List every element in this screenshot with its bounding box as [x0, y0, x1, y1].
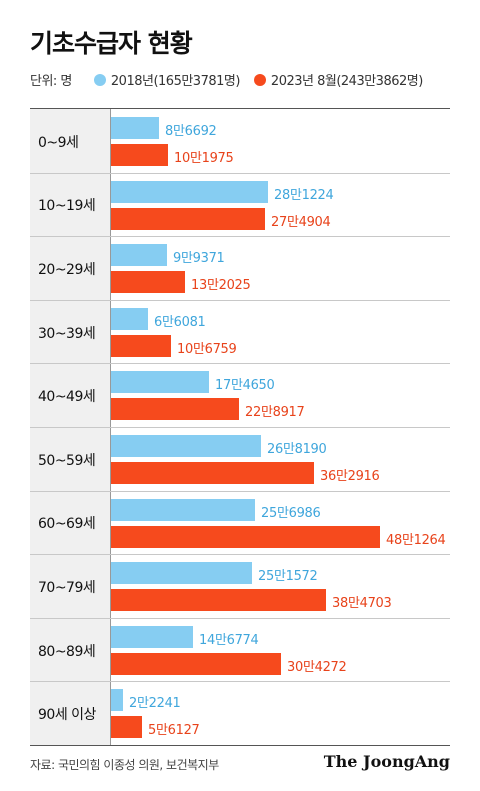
row-separator	[30, 491, 450, 492]
value-label-2018: 8만6692	[165, 124, 217, 139]
row-separator	[30, 681, 450, 682]
value-label-2023: 27만4904	[271, 215, 331, 230]
bar-2023	[111, 589, 326, 611]
bar-2018	[111, 499, 255, 521]
legend-swatch-2023	[253, 73, 266, 86]
brand-logo: The JoongAng	[323, 752, 450, 771]
row-separator	[30, 363, 450, 364]
value-label-2023: 30만4272	[287, 660, 347, 675]
row-separator	[30, 554, 450, 555]
unit-label: 단위: 명	[30, 74, 72, 89]
bar-2023	[111, 462, 314, 484]
value-label-2023: 5만6127	[148, 723, 200, 738]
bar-2018	[111, 308, 148, 330]
bar-2018	[111, 435, 261, 457]
category-label: 60~69세	[38, 516, 96, 532]
value-label-2023: 10만6759	[177, 342, 237, 357]
legend-item-2023: 2023년 8월(243만3862명)	[253, 70, 423, 89]
bar-2018	[111, 244, 167, 266]
category-label: 20~29세	[38, 262, 96, 278]
category-label: 30~39세	[38, 326, 96, 342]
top-rule	[30, 108, 450, 109]
value-label-2018: 25만1572	[258, 569, 318, 584]
bar-2018	[111, 371, 209, 393]
category-label: 70~79세	[38, 580, 96, 596]
value-label-2018: 25만6986	[261, 506, 321, 521]
row-separator	[30, 618, 450, 619]
value-label-2023: 10만1975	[174, 151, 234, 166]
bar-2023	[111, 271, 185, 293]
bar-2023	[111, 144, 168, 166]
value-label-2023: 13만2025	[191, 278, 251, 293]
bar-2023	[111, 526, 380, 548]
row-separator	[30, 236, 450, 237]
value-label-2018: 26만8190	[267, 442, 327, 457]
category-label: 40~49세	[38, 389, 96, 405]
value-label-2018: 6만6081	[154, 315, 206, 330]
category-label: 90세 이상	[38, 707, 96, 723]
source-note: 자료: 국민의힘 이종성 의원, 보건복지부	[30, 758, 219, 772]
value-label-2018: 14만6774	[199, 633, 259, 648]
legend-swatch-2018	[93, 73, 106, 86]
bar-2023	[111, 653, 281, 675]
value-label-2018: 2만2241	[129, 696, 181, 711]
legend: 단위: 명 2018년(165만3781명) 2023년 8월(243만3862…	[30, 70, 423, 89]
category-label: 10~19세	[38, 198, 96, 214]
value-label-2018: 9만9371	[173, 251, 225, 266]
bar-2018	[111, 181, 268, 203]
value-label-2023: 48만1264	[386, 533, 446, 548]
row-separator	[30, 173, 450, 174]
bar-2018	[111, 689, 123, 711]
legend-label-2018: 2018년(165만3781명)	[110, 74, 241, 89]
row-separator	[30, 427, 450, 428]
bar-2023	[111, 398, 239, 420]
bar-2018	[111, 562, 252, 584]
value-label-2018: 28만1224	[274, 188, 334, 203]
bar-2023	[111, 208, 265, 230]
category-label: 50~59세	[38, 453, 96, 469]
legend-label-2023: 2023년 8월(243만3862명)	[270, 74, 423, 89]
row-separator	[30, 300, 450, 301]
bar-2023	[111, 335, 171, 357]
bar-2023	[111, 716, 142, 738]
legend-item-2018: 2018년(165만3781명)	[93, 70, 241, 89]
value-label-2018: 17만4650	[215, 378, 275, 393]
value-label-2023: 22만8917	[245, 405, 305, 420]
value-label-2023: 36만2916	[320, 469, 380, 484]
bar-2018	[111, 117, 159, 139]
value-label-2023: 38만4703	[332, 596, 392, 611]
bottom-rule	[30, 745, 450, 746]
category-label: 80~89세	[38, 644, 96, 660]
chart-title: 기초수급자 현황	[30, 29, 193, 58]
bar-2018	[111, 626, 193, 648]
category-label: 0~9세	[38, 135, 79, 151]
